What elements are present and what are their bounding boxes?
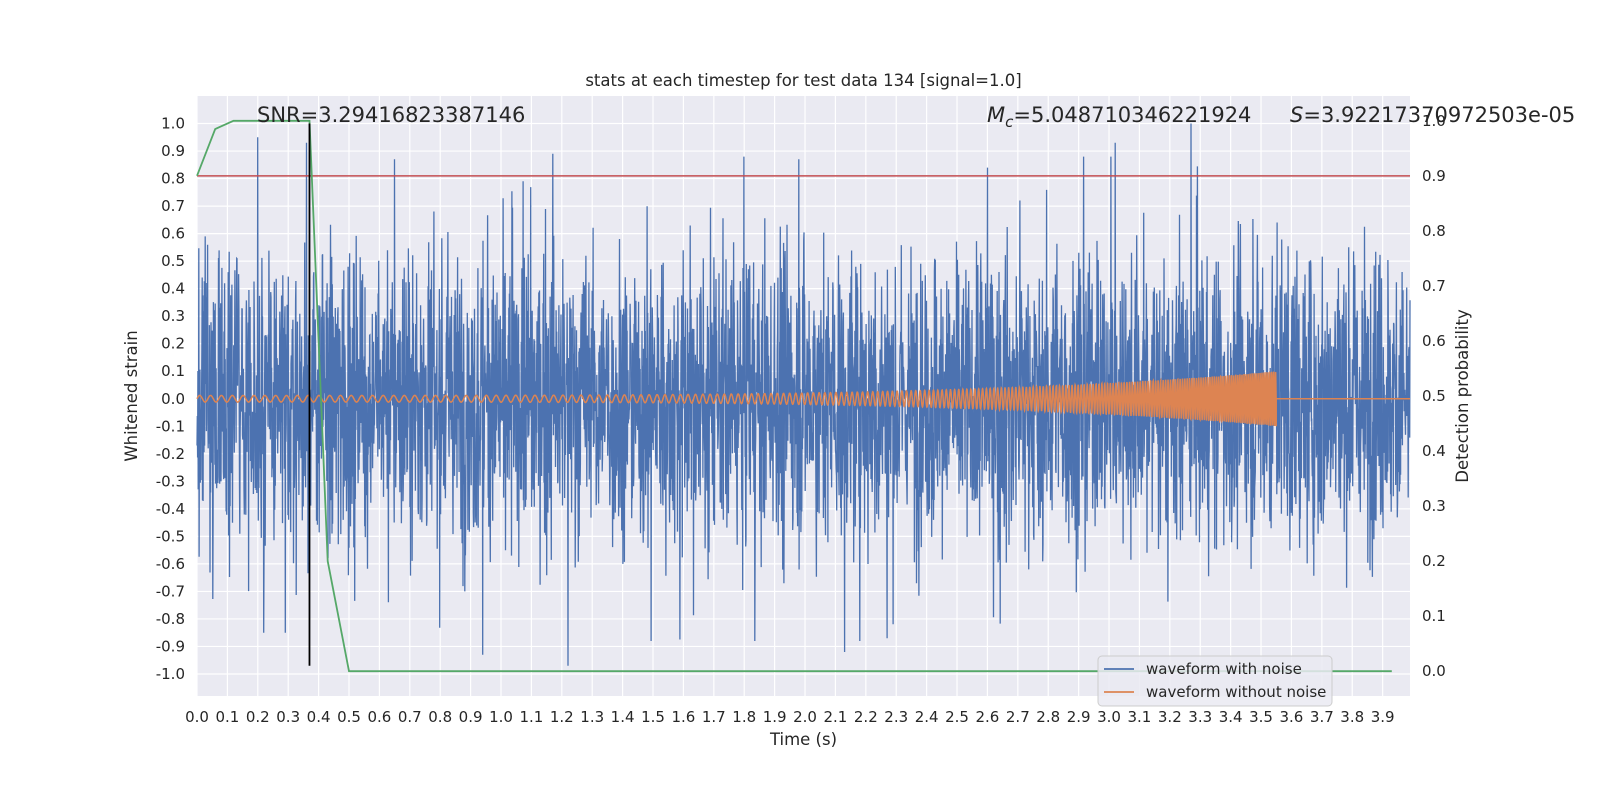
y-left-tick-label: -0.1 [156, 417, 185, 435]
x-tick-label: 2.7 [1006, 708, 1030, 726]
y-left-tick-label: -0.8 [156, 610, 185, 628]
legend-label-clean: waveform without noise [1146, 683, 1326, 701]
x-axis-label: Time (s) [769, 730, 837, 749]
y-left-tick-label: -0.9 [156, 637, 185, 655]
chirp-mass-annotation: Mc=5.048710346221924 [987, 103, 1251, 131]
x-tick-label: 2.5 [945, 708, 969, 726]
y-right-tick-label: 0.4 [1422, 442, 1446, 460]
y-left-tick-label: 0.9 [161, 142, 185, 160]
y-left-tick-label: -0.7 [156, 582, 185, 600]
y-left-tick-label: 0.3 [161, 307, 185, 325]
x-tick-label: 1.2 [550, 708, 574, 726]
x-tick-label: 1.8 [732, 708, 756, 726]
x-tick-label: 1.0 [489, 708, 513, 726]
x-tick-label: 2.9 [1067, 708, 1091, 726]
x-tick-label: 3.0 [1097, 708, 1121, 726]
y-right-tick-label: 0.2 [1422, 552, 1446, 570]
x-tick-label: 3.7 [1310, 708, 1334, 726]
s-annotation: S=3.922173709725​03e-05 [1290, 103, 1575, 127]
y-left-tick-label: -0.2 [156, 445, 185, 463]
series-waveform-without-noise [196, 371, 1410, 427]
y-left-tick-label: 0.4 [161, 280, 185, 298]
y-left-tick-label: 0.2 [161, 335, 185, 353]
y-left-tick-label: 0.7 [161, 197, 185, 215]
y-axis-left-ticks: 1.0 0.9 0.8 0.7 0.6 0.5 0.4 0.3 0.2 0.1 0.0 -0.1 -0.… [156, 115, 185, 683]
x-tick-label: 1.5 [641, 708, 665, 726]
x-tick-label: 2.6 [975, 708, 999, 726]
x-tick-label: 3.1 [1128, 708, 1152, 726]
x-tick-label: 1.9 [763, 708, 787, 726]
series-layer [196, 119, 1411, 673]
x-tick-label: 2.0 [793, 708, 817, 726]
legend: waveform with noise waveform without noi… [1097, 655, 1333, 707]
x-tick-label: 0.1 [215, 708, 239, 726]
y-axis-right-label: Detection probability [1453, 309, 1472, 483]
series-waveform-with-noise [196, 123, 1411, 666]
x-tick-label: 0.4 [307, 708, 331, 726]
x-tick-label: 3.9 [1371, 708, 1395, 726]
x-tick-label: 1.6 [671, 708, 695, 726]
x-tick-label: 3.8 [1340, 708, 1364, 726]
x-tick-label: 1.3 [580, 708, 604, 726]
x-tick-label: 3.6 [1280, 708, 1304, 726]
y-left-tick-label: 0.6 [161, 225, 185, 243]
y-left-tick-label: 0.5 [161, 252, 185, 270]
y-left-tick-label: -0.5 [156, 527, 185, 545]
x-tick-label: 1.1 [519, 708, 543, 726]
y-right-tick-label: 0.3 [1422, 497, 1446, 515]
y-right-tick-label: 0.8 [1422, 222, 1446, 240]
y-right-tick-label: 0.1 [1422, 607, 1446, 625]
x-tick-label: 0.0 [185, 708, 209, 726]
x-tick-label: 0.6 [367, 708, 391, 726]
y-left-tick-label: 0.1 [161, 362, 185, 380]
x-tick-label: 0.7 [398, 708, 422, 726]
x-tick-label: 2.1 [823, 708, 847, 726]
y-axis-left-label: Whitened strain [122, 330, 141, 461]
series-detection-probability [196, 119, 1392, 673]
x-tick-label: 1.7 [702, 708, 726, 726]
x-tick-label: 2.3 [884, 708, 908, 726]
y-right-tick-label: 0.9 [1422, 167, 1446, 185]
y-left-tick-label: -0.4 [156, 500, 185, 518]
x-tick-label: 0.3 [276, 708, 300, 726]
y-right-tick-label: 0.6 [1422, 332, 1446, 350]
x-tick-label: 2.8 [1036, 708, 1060, 726]
y-left-tick-label: -0.6 [156, 555, 185, 573]
y-right-tick-label: 0.5 [1422, 387, 1446, 405]
x-tick-label: 1.4 [611, 708, 635, 726]
y-left-tick-label: 1.0 [161, 115, 185, 133]
x-tick-label: 0.8 [428, 708, 452, 726]
x-tick-label: 3.5 [1249, 708, 1273, 726]
legend-box [1097, 655, 1333, 707]
x-tick-label: 3.4 [1219, 708, 1243, 726]
legend-label-noise: waveform with noise [1146, 660, 1302, 678]
x-tick-label: 0.9 [459, 708, 483, 726]
y-left-tick-label: 0.0 [161, 390, 185, 408]
x-tick-label: 2.2 [854, 708, 878, 726]
snr-annotation: SNR=3.29416823387146 [257, 103, 525, 127]
chart-title: stats at each timestep for test data 134… [585, 71, 1021, 90]
x-tick-label: 3.2 [1158, 708, 1182, 726]
x-tick-label: 2.4 [915, 708, 939, 726]
y-right-tick-label: 1.0 [1422, 112, 1446, 130]
x-tick-label: 0.5 [337, 708, 361, 726]
y-left-tick-label: 0.8 [161, 170, 185, 188]
y-axis-right-ticks: 1.0 0.9 0.8 0.7 0.6 0.5 0.4 0.3 0.2 0.1 0.0 [1422, 112, 1446, 680]
x-axis-ticks: 0.0 0.1 0.2 0.3 0.4 0.5 0.6 0.7 0.8 0.9 1.0 1.1 1.2 1… [185, 708, 1394, 726]
x-tick-label: 3.3 [1188, 708, 1212, 726]
y-left-tick-label: -1.0 [156, 665, 185, 683]
y-left-tick-label: -0.3 [156, 472, 185, 490]
y-right-tick-label: 0.7 [1422, 277, 1446, 295]
x-tick-label: 0.2 [246, 708, 270, 726]
y-right-tick-label: 0.0 [1422, 662, 1446, 680]
